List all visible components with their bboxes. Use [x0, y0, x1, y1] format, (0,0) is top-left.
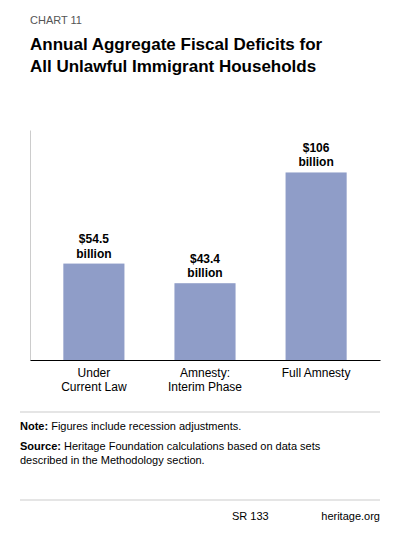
text-bold: Source:	[20, 440, 61, 452]
note: Note: Figures include recession adjustme…	[20, 420, 241, 432]
footer-site: heritage.org	[321, 510, 380, 522]
text-line: Interim Phase	[168, 380, 242, 394]
text-line: Current Law	[61, 380, 127, 394]
bar	[174, 283, 235, 360]
text-line: Amnesty:	[180, 366, 230, 380]
x-tick: Amnesty:Interim Phase	[168, 360, 242, 394]
x-axis-line	[31, 360, 381, 361]
x-tick-label: UnderCurrent Law	[61, 366, 127, 394]
text-line: Figures include recession adjustments.	[48, 420, 241, 432]
text-line: Heritage Foundation calculations based o…	[61, 440, 321, 452]
chart: CHART 11 Annual Aggregate Fiscal Deficits…	[0, 0, 400, 549]
x-tick: Full Amnesty	[282, 360, 351, 380]
text-line: billion	[187, 266, 222, 280]
separator	[20, 412, 380, 413]
x-tick: UnderCurrent Law	[61, 360, 127, 394]
x-tick-label: Full Amnesty	[282, 366, 351, 380]
text-line: billion	[298, 155, 333, 169]
text-bold: Note:	[20, 420, 48, 432]
footer-separator	[20, 500, 380, 501]
text-line: billion	[76, 247, 111, 261]
data-labels: $54.5billion$43.4billion$106billion	[76, 141, 334, 280]
bar	[286, 172, 347, 360]
data-label: $43.4billion	[187, 252, 222, 280]
plot: UnderCurrent Law Amnesty:Interim Phase Ful…	[31, 131, 381, 394]
text-line: $43.4	[190, 252, 220, 266]
data-label: $106billion	[298, 141, 333, 169]
chart-label: CHART 11	[30, 14, 82, 26]
text-line: $54.5	[79, 232, 109, 246]
text-line: All Unlawful Immigrant Households	[30, 57, 316, 76]
text-line: described in the Methodology section.	[20, 454, 205, 466]
text-line: Under	[78, 366, 111, 380]
x-tick-label: Amnesty:Interim Phase	[168, 366, 242, 394]
title: Annual Aggregate Fiscal Deficits for All …	[30, 35, 323, 76]
y-axis-line	[30, 131, 31, 361]
text-line: Full Amnesty	[282, 366, 351, 380]
data-label: $54.5billion	[76, 232, 111, 260]
text-line: Annual Aggregate Fiscal Deficits for	[30, 35, 323, 54]
x-axis: UnderCurrent Law Amnesty:Interim Phase Ful…	[31, 360, 381, 394]
text-line: $106	[303, 141, 330, 155]
bars	[63, 172, 346, 360]
note: Source: Heritage Foundation calculations…	[20, 440, 321, 466]
y-axis	[30, 131, 31, 361]
footer: SR 133	[232, 510, 269, 522]
bar	[63, 264, 124, 360]
